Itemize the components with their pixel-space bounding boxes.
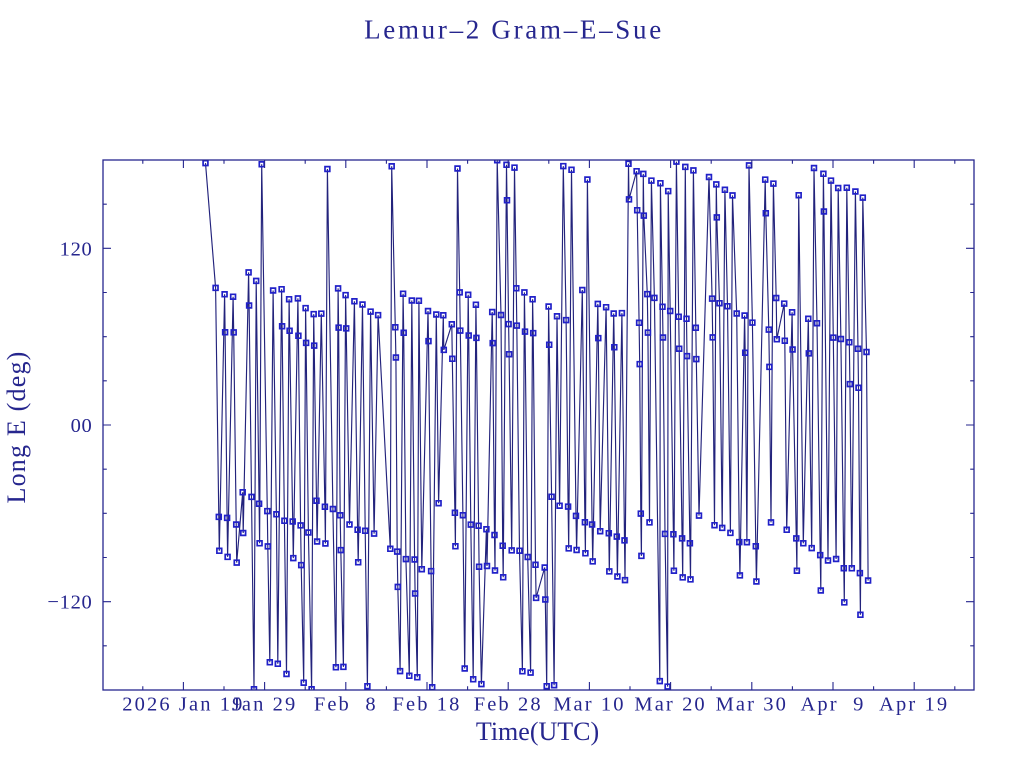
svg-text:2026 Jan 19: 2026 Jan 19	[122, 694, 244, 716]
svg-text:Mar 30: Mar 30	[716, 694, 788, 716]
svg-text:00: 00	[71, 415, 93, 437]
svg-text:Apr 9: Apr 9	[801, 694, 866, 716]
svg-text:Feb 8: Feb 8	[314, 694, 378, 716]
svg-text:−120: −120	[47, 592, 92, 614]
svg-text:120: 120	[60, 238, 93, 260]
svg-text:Feb 28: Feb 28	[474, 694, 543, 716]
svg-text:Jan 29: Jan 29	[232, 694, 298, 716]
svg-text:Lemur–2 Gram–E–Sue: Lemur–2 Gram–E–Sue	[364, 15, 664, 45]
svg-text:Apr 19: Apr 19	[879, 694, 949, 716]
svg-text:Feb 18: Feb 18	[393, 694, 462, 716]
svg-text:Long E (deg): Long E (deg)	[2, 350, 31, 503]
svg-text:Time(UTC): Time(UTC)	[476, 717, 599, 746]
svg-text:Mar 20: Mar 20	[634, 694, 706, 716]
svg-text:Mar 10: Mar 10	[553, 694, 625, 716]
